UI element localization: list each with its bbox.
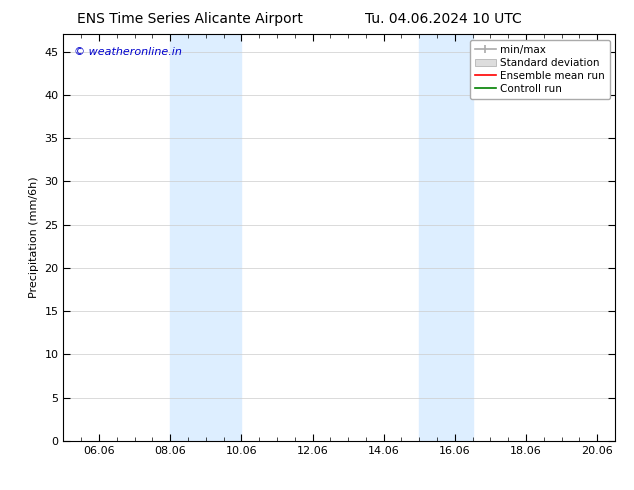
Bar [170,34,242,441]
Text: Tu. 04.06.2024 10 UTC: Tu. 04.06.2024 10 UTC [365,12,522,26]
Y-axis label: Precipitation (mm/6h): Precipitation (mm/6h) [29,177,39,298]
Legend: min/max, Standard deviation, Ensemble mean run, Controll run: min/max, Standard deviation, Ensemble me… [470,40,610,99]
Text: ENS Time Series Alicante Airport: ENS Time Series Alicante Airport [77,12,303,26]
Bar [419,34,472,441]
Text: © weatheronline.in: © weatheronline.in [74,47,183,56]
